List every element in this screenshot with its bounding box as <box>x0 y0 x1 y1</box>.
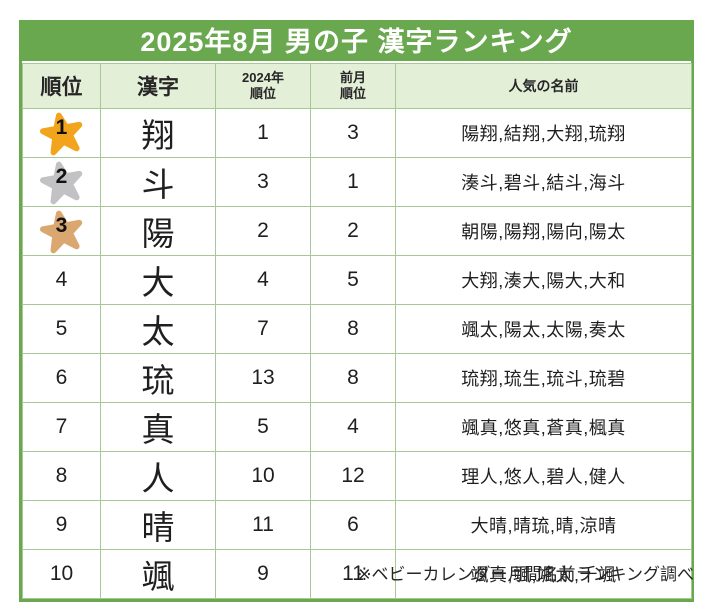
rank-cell: 1 <box>22 108 101 158</box>
table-row: 3 陽 2 2 朝陽,陽翔,陽向,陽太 <box>22 206 692 256</box>
popular-names-cell: 颯真,颯,颯太,千颯 <box>395 549 692 599</box>
prev-month-cell: 11 <box>310 549 396 599</box>
popular-names-cell: 陽翔,結翔,大翔,琉翔 <box>395 108 692 158</box>
rank-cell: 2 <box>22 157 101 207</box>
rank-cell: 8 <box>22 451 101 501</box>
prev-month-cell: 6 <box>310 500 396 550</box>
rank-number: 2 <box>55 165 68 188</box>
rank-2024-cell: 1 <box>215 108 311 158</box>
kanji-cell: 斗 <box>100 157 216 207</box>
prev-month-cell: 8 <box>310 304 396 354</box>
table-row: 4 大 4 5 大翔,湊大,陽大,大和 <box>22 255 692 305</box>
table-row: 6 琉 13 8 琉翔,琉生,琉斗,琉碧 <box>22 353 692 403</box>
prev-month-cell: 12 <box>310 451 396 501</box>
prev-month-cell: 5 <box>310 255 396 305</box>
col-header-2024-rank: 2024年 順位 <box>215 63 311 109</box>
rank-2024-cell: 5 <box>215 402 311 452</box>
popular-names-cell: 颯真,悠真,蒼真,楓真 <box>395 402 692 452</box>
rank-2024-cell: 9 <box>215 549 311 599</box>
rank-2024-cell: 11 <box>215 500 311 550</box>
col-header-kanji: 漢字 <box>100 63 216 109</box>
col-header-rank: 順位 <box>22 63 101 109</box>
rank-cell: 3 <box>22 206 101 256</box>
kanji-cell: 真 <box>100 402 216 452</box>
rank-2024-cell: 13 <box>215 353 311 403</box>
popular-names-cell: 琉翔,琉生,琉斗,琉碧 <box>395 353 692 403</box>
rank-2024-cell: 4 <box>215 255 311 305</box>
table-row: 2 斗 3 1 湊斗,碧斗,結斗,海斗 <box>22 157 692 207</box>
rank-cell: 6 <box>22 353 101 403</box>
prev-month-cell: 8 <box>310 353 396 403</box>
prev-month-cell: 2 <box>310 206 396 256</box>
kanji-cell: 陽 <box>100 206 216 256</box>
rank-cell: 9 <box>22 500 101 550</box>
rank-number: 3 <box>55 214 68 237</box>
kanji-cell: 人 <box>100 451 216 501</box>
col-header-popular-names: 人気の名前 <box>395 63 692 109</box>
rank-cell: 5 <box>22 304 101 354</box>
rank-2024-cell: 2 <box>215 206 311 256</box>
header-row: 順位 漢字 2024年 順位 前月 順位 人気の名前 <box>22 63 692 109</box>
rank-2024-cell: 3 <box>215 157 311 207</box>
rank-2024-cell: 10 <box>215 451 311 501</box>
kanji-cell: 翔 <box>100 108 216 158</box>
page-title: 2025年8月 男の子 漢字ランキング <box>22 23 691 61</box>
kanji-cell: 晴 <box>100 500 216 550</box>
popular-names-cell: 湊斗,碧斗,結斗,海斗 <box>395 157 692 207</box>
rank-cell: 4 <box>22 255 101 305</box>
rank-2024-cell: 7 <box>215 304 311 354</box>
rank-number: 1 <box>55 116 68 139</box>
rank-cell: 7 <box>22 402 101 452</box>
popular-names-cell: 朝陽,陽翔,陽向,陽太 <box>395 206 692 256</box>
table-row: 7 真 5 4 颯真,悠真,蒼真,楓真 <box>22 402 692 452</box>
popular-names-cell: 理人,悠人,碧人,健人 <box>395 451 692 501</box>
rank-cell: 10 <box>22 549 101 599</box>
prev-month-cell: 3 <box>310 108 396 158</box>
popular-names-cell: 大翔,湊大,陽大,大和 <box>395 255 692 305</box>
kanji-cell: 太 <box>100 304 216 354</box>
table-row: 1 翔 1 3 陽翔,結翔,大翔,琉翔 <box>22 108 692 158</box>
ranking-table: 順位 漢字 2024年 順位 前月 順位 人気の名前 <box>22 63 692 599</box>
kanji-cell: 大 <box>100 255 216 305</box>
prev-month-cell: 1 <box>310 157 396 207</box>
ranking-card: 2025年8月 男の子 漢字ランキング 順位 漢字 2024年 順位 前月 順位… <box>19 20 694 602</box>
table-row: 8 人 10 12 理人,悠人,碧人,健人 <box>22 451 692 501</box>
table-row: 10 颯 9 11 颯真,颯,颯太,千颯 <box>22 549 692 599</box>
popular-names-cell: 颯太,陽太,太陽,奏太 <box>395 304 692 354</box>
prev-month-cell: 4 <box>310 402 396 452</box>
popular-names-cell: 大晴,晴琉,晴,涼晴 <box>395 500 692 550</box>
kanji-cell: 琉 <box>100 353 216 403</box>
table-row: 5 太 7 8 颯太,陽太,太陽,奏太 <box>22 304 692 354</box>
source-note: ※ベビーカレンダー月間名前ランキング調べ <box>357 565 694 584</box>
col-header-prev-month-rank: 前月 順位 <box>310 63 396 109</box>
table-row: 9 晴 11 6 大晴,晴琉,晴,涼晴 <box>22 500 692 550</box>
